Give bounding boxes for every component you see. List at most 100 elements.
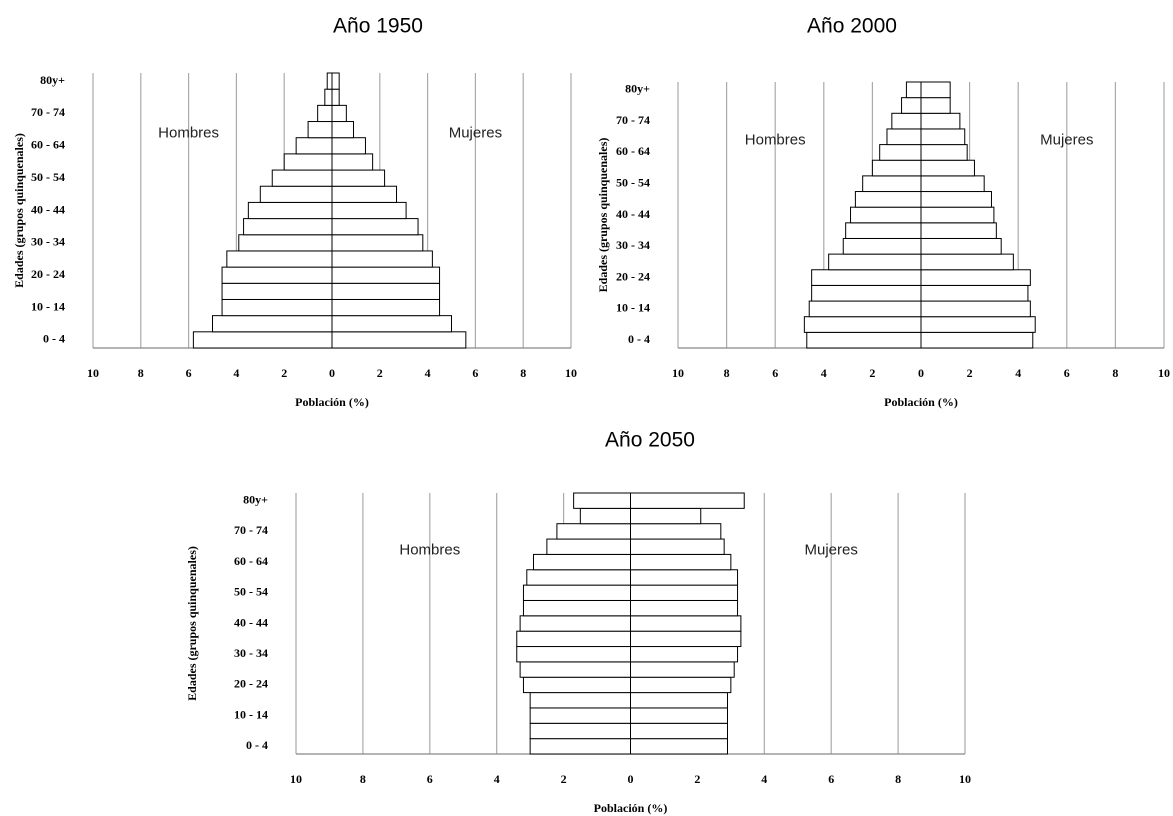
y-tick-label: 80y+ [243, 492, 268, 506]
bar [529, 707, 632, 724]
y-axis-title: Edades (grupos quinquenales) [596, 138, 610, 293]
x-tick-label: 8 [724, 366, 730, 380]
bar [529, 692, 632, 709]
bar [247, 201, 333, 220]
bar [331, 218, 419, 236]
bar [630, 646, 739, 663]
bar [326, 72, 333, 90]
bar [331, 185, 398, 203]
bar [532, 553, 631, 571]
x-tick-label: 6 [186, 366, 192, 380]
bar [283, 153, 333, 171]
bar [811, 284, 922, 302]
bar [920, 284, 1029, 302]
x-tick-label: 6 [772, 366, 778, 380]
y-tick-label: 40 - 44 [31, 202, 65, 216]
bar [331, 104, 347, 123]
bar [630, 523, 722, 540]
bar [192, 331, 333, 349]
bar [307, 121, 333, 139]
bar [920, 269, 1031, 286]
bar [579, 507, 632, 525]
chart-title: Año 2000 [807, 15, 897, 38]
x-tick-label: 2 [694, 772, 700, 786]
bar [546, 538, 631, 555]
bar [920, 253, 1014, 271]
x-tick-label: 10 [290, 772, 302, 786]
x-tick-label: 10 [87, 366, 99, 380]
bar [920, 144, 968, 161]
y-tick-label: 50 - 54 [31, 170, 65, 184]
bar [630, 507, 702, 525]
x-tick-label: 10 [672, 366, 684, 380]
bar [808, 300, 922, 318]
bar [920, 159, 975, 177]
y-tick-label: 80y+ [625, 82, 650, 96]
bar [920, 191, 992, 208]
bar [238, 234, 333, 252]
bar [573, 492, 632, 509]
bar [891, 112, 922, 130]
y-tick-label: 60 - 64 [616, 144, 650, 158]
bar [324, 88, 333, 106]
series-label: Mujeres [1040, 131, 1093, 148]
bar [221, 266, 333, 284]
series-label: Hombres [158, 124, 219, 141]
x-tick-label: 0 [628, 772, 634, 786]
bar [901, 97, 922, 114]
chart-title: Año 1950 [333, 15, 423, 38]
bar [630, 584, 739, 601]
x-tick-label: 4 [494, 772, 500, 786]
x-tick-label: 6 [1064, 366, 1070, 380]
y-tick-label: 20 - 24 [234, 677, 268, 691]
y-tick-label: 0 - 4 [628, 332, 650, 346]
bar [811, 269, 922, 286]
x-tick-label: 2 [967, 366, 973, 380]
y-tick-label: 20 - 24 [616, 269, 650, 283]
bar [886, 128, 922, 146]
x-tick-label: 4 [761, 772, 767, 786]
bar [556, 523, 631, 540]
bar [212, 315, 333, 333]
bar [842, 237, 922, 255]
bar [920, 206, 995, 224]
x-tick-label: 6 [427, 772, 433, 786]
bar [331, 88, 340, 106]
y-tick-label: 0 - 4 [246, 738, 268, 752]
x-tick-label: 4 [425, 366, 431, 380]
y-tick-label: 80y+ [40, 73, 65, 87]
x-tick-label: 10 [565, 366, 577, 380]
bar [920, 222, 997, 239]
y-tick-label: 40 - 44 [234, 615, 268, 629]
bar [630, 692, 729, 709]
bar [920, 81, 951, 99]
y-axis-title: Edades (grupos quinquenales) [12, 133, 26, 288]
series-label: Hombres [399, 541, 460, 558]
bar [920, 331, 1034, 349]
bar [516, 646, 632, 663]
bar [862, 175, 922, 193]
x-tick-label: 8 [138, 366, 144, 380]
bar [630, 569, 739, 586]
y-tick-label: 60 - 64 [31, 138, 65, 152]
bar [243, 218, 333, 236]
bar [630, 630, 742, 648]
x-axis-title: Población (%) [884, 395, 958, 409]
x-tick-label: 8 [1112, 366, 1118, 380]
bar [850, 206, 922, 224]
bar [331, 169, 386, 187]
bar [331, 137, 366, 155]
bar [630, 661, 735, 678]
bar [529, 722, 632, 740]
x-tick-label: 4 [233, 366, 239, 380]
bar [529, 738, 632, 755]
bar [221, 298, 333, 317]
bar [630, 492, 745, 509]
y-tick-label: 30 - 34 [31, 235, 65, 249]
x-tick-label: 0 [918, 366, 924, 380]
bar [630, 738, 729, 755]
series-label: Hombres [745, 131, 806, 148]
bar [920, 316, 1036, 333]
bar [331, 315, 452, 333]
y-tick-label: 50 - 54 [616, 175, 650, 189]
